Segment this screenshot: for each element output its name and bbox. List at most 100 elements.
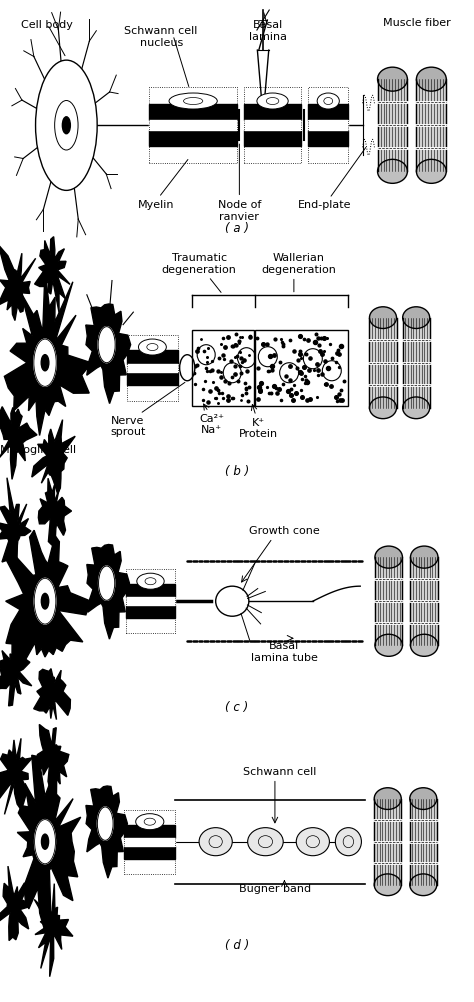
Bar [308, 120, 348, 130]
Ellipse shape [216, 586, 249, 616]
Circle shape [98, 327, 115, 363]
Bar [244, 130, 301, 146]
Circle shape [41, 593, 49, 609]
Bar [124, 825, 175, 838]
Text: Bügner band: Bügner band [239, 884, 311, 894]
Bar [402, 318, 429, 408]
Ellipse shape [137, 573, 164, 589]
Text: ( a ): ( a ) [225, 222, 249, 235]
Ellipse shape [374, 874, 401, 896]
Polygon shape [34, 884, 73, 977]
Polygon shape [87, 544, 129, 639]
Bar [126, 605, 175, 618]
Ellipse shape [138, 339, 166, 355]
Text: Traumatic
degeneration: Traumatic degeneration [162, 253, 237, 275]
Text: Growth cone: Growth cone [249, 526, 320, 536]
Ellipse shape [417, 159, 447, 183]
Ellipse shape [169, 93, 217, 109]
Circle shape [55, 100, 78, 150]
Polygon shape [32, 420, 75, 494]
Circle shape [34, 339, 56, 387]
Bar [149, 104, 237, 120]
Bar [127, 350, 178, 364]
Ellipse shape [375, 546, 402, 568]
Text: Basal
lamina tube: Basal lamina tube [251, 641, 318, 663]
Bar [124, 838, 175, 846]
Polygon shape [0, 866, 29, 941]
Bar [192, 330, 254, 406]
Ellipse shape [370, 307, 396, 329]
Text: Schwann cell
nucleus: Schwann cell nucleus [125, 26, 198, 48]
Ellipse shape [402, 397, 429, 419]
Polygon shape [35, 724, 69, 791]
Polygon shape [0, 628, 32, 706]
Bar [410, 557, 438, 645]
Ellipse shape [402, 307, 429, 329]
Bar [149, 130, 237, 146]
Ellipse shape [410, 874, 437, 896]
Polygon shape [0, 478, 31, 566]
Ellipse shape [247, 828, 283, 856]
Polygon shape [86, 786, 128, 878]
Bar [175, 800, 365, 884]
Text: Microglial cell: Microglial cell [0, 445, 76, 455]
Ellipse shape [375, 634, 402, 656]
Ellipse shape [374, 788, 401, 810]
Ellipse shape [417, 67, 447, 91]
Bar [127, 372, 178, 386]
Bar [149, 120, 237, 130]
Polygon shape [86, 304, 131, 404]
Bar [375, 557, 402, 645]
Polygon shape [38, 478, 72, 547]
Polygon shape [0, 407, 37, 479]
Ellipse shape [410, 788, 437, 810]
Text: ( b ): ( b ) [225, 465, 249, 478]
Circle shape [35, 820, 55, 864]
Bar [244, 120, 301, 130]
Text: Myelin: Myelin [138, 200, 175, 210]
Polygon shape [17, 756, 81, 932]
Bar [124, 846, 175, 859]
Circle shape [99, 566, 115, 600]
Bar [127, 364, 178, 372]
Circle shape [36, 60, 97, 190]
Polygon shape [34, 668, 71, 719]
Text: Node of
ranvier: Node of ranvier [218, 200, 261, 222]
Ellipse shape [410, 634, 438, 656]
Circle shape [41, 355, 49, 371]
Bar [308, 104, 348, 120]
Text: K⁺
Protein: K⁺ Protein [239, 418, 278, 440]
Ellipse shape [377, 67, 407, 91]
Bar [374, 799, 401, 885]
Polygon shape [35, 236, 70, 313]
Ellipse shape [370, 397, 396, 419]
Ellipse shape [199, 828, 232, 856]
Text: End-plate: End-plate [298, 200, 351, 210]
Ellipse shape [410, 546, 438, 568]
Text: Wallerian
degeneration: Wallerian degeneration [261, 253, 336, 275]
Polygon shape [0, 244, 36, 321]
Ellipse shape [180, 355, 195, 381]
Text: Cell body: Cell body [21, 20, 73, 30]
Bar [308, 130, 348, 146]
Bar [126, 584, 175, 597]
Text: Basal
lamina: Basal lamina [249, 20, 287, 42]
Bar [370, 318, 397, 408]
Text: Ca²⁺
Na⁺: Ca²⁺ Na⁺ [200, 414, 224, 436]
Ellipse shape [377, 159, 407, 183]
Ellipse shape [335, 828, 361, 856]
Text: ( c ): ( c ) [225, 701, 249, 714]
Bar [126, 597, 175, 605]
Polygon shape [4, 269, 91, 436]
Ellipse shape [257, 93, 288, 109]
Text: Schwann cell: Schwann cell [243, 767, 316, 777]
Text: Nerve
sprout: Nerve sprout [110, 416, 146, 438]
Bar [417, 79, 447, 171]
Ellipse shape [136, 814, 164, 830]
Polygon shape [0, 738, 32, 815]
Text: Muscle fiber: Muscle fiber [383, 18, 451, 28]
Bar [255, 330, 348, 406]
Circle shape [97, 807, 113, 841]
Polygon shape [6, 530, 91, 662]
Text: ( d ): ( d ) [225, 939, 249, 952]
